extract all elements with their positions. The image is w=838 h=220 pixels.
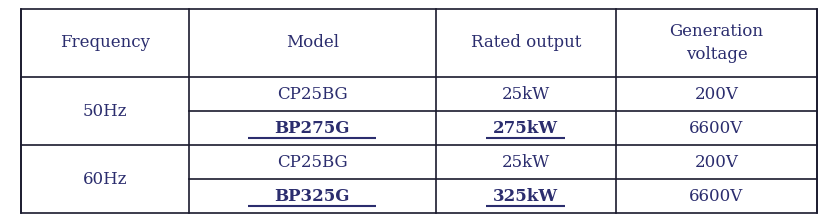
Text: Model: Model [286,34,339,51]
Text: BP325G: BP325G [274,188,350,205]
Text: 275kW: 275kW [494,120,558,137]
Text: 25kW: 25kW [502,86,550,103]
Text: 50Hz: 50Hz [82,103,127,120]
Text: 200V: 200V [695,86,738,103]
Text: Generation
voltage: Generation voltage [670,23,763,63]
Text: 325kW: 325kW [494,188,558,205]
Text: 6600V: 6600V [690,120,743,137]
Text: 25kW: 25kW [502,154,550,171]
Text: Rated output: Rated output [471,34,581,51]
Text: Frequency: Frequency [59,34,150,51]
Text: 200V: 200V [695,154,738,171]
Text: CP25BG: CP25BG [277,154,348,171]
Text: 6600V: 6600V [690,188,743,205]
Text: BP275G: BP275G [274,120,350,137]
Text: 60Hz: 60Hz [82,171,127,188]
Text: CP25BG: CP25BG [277,86,348,103]
